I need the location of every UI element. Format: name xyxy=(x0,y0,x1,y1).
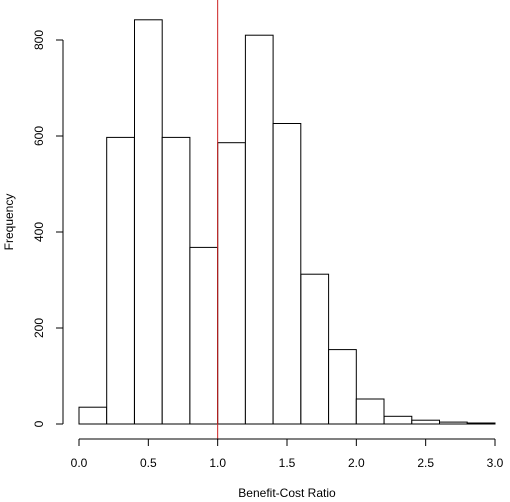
histogram-bar-1 xyxy=(106,136,135,425)
x-axis-label: Benefit-Cost Ratio xyxy=(238,486,336,500)
histogram-bar-3 xyxy=(161,136,191,425)
y-tick-label-4: 800 xyxy=(32,30,46,50)
x-tick-label-0: 0.0 xyxy=(71,456,88,470)
y-axis: 0 200 400 600 800 xyxy=(32,30,64,427)
histogram-bar-8 xyxy=(300,273,330,425)
histogram-bar-10 xyxy=(355,398,385,425)
histogram-bar-4 xyxy=(189,246,219,425)
x-tick-label-6: 3.0 xyxy=(487,456,504,470)
histogram-bar-11 xyxy=(383,415,413,425)
histogram-bar-13 xyxy=(439,421,468,425)
histogram-bar-14 xyxy=(466,422,496,425)
histogram-bar-12 xyxy=(411,419,440,425)
histogram-bars xyxy=(78,19,496,425)
x-tick-label-2: 1.0 xyxy=(209,456,226,470)
x-tick-label-1: 0.5 xyxy=(140,456,157,470)
x-tick-label-5: 2.5 xyxy=(417,456,434,470)
histogram-bar-2 xyxy=(134,19,163,425)
histogram-bar-7 xyxy=(272,123,302,425)
x-tick-label-3: 1.5 xyxy=(279,456,296,470)
histogram-bar-5 xyxy=(217,142,246,425)
y-tick-label-0: 0 xyxy=(32,420,46,427)
y-tick-label-3: 600 xyxy=(32,126,46,146)
x-axis: 0.0 0.5 1.0 1.5 2.0 2.5 3.0 xyxy=(71,438,504,470)
histogram-bar-0 xyxy=(78,406,108,425)
x-tick-label-4: 2.0 xyxy=(348,456,365,470)
histogram-bar-9 xyxy=(328,349,357,425)
y-tick-label-2: 400 xyxy=(32,222,46,242)
y-axis-label: Frequency xyxy=(2,194,16,251)
histogram-bar-6 xyxy=(244,34,274,425)
y-tick-label-1: 200 xyxy=(32,318,46,338)
